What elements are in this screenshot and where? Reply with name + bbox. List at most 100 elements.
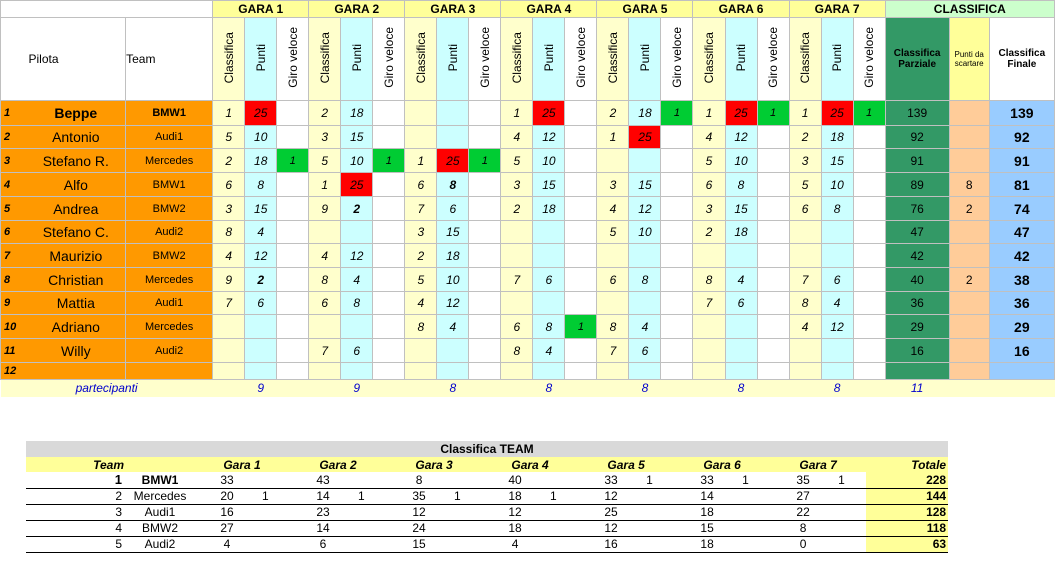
team-fastest-lap: 1	[262, 489, 269, 503]
race-position	[500, 243, 534, 268]
race-fastest-lap	[564, 196, 598, 221]
race-points: 4	[340, 267, 374, 292]
race-position: 5	[308, 148, 342, 173]
race-position	[500, 220, 534, 244]
team-name: Audi1	[144, 505, 176, 519]
race-points	[532, 362, 566, 380]
race-points: 15	[436, 220, 470, 244]
classifica-parziale: 139	[884, 100, 950, 126]
race-fastest-lap	[852, 314, 886, 339]
team-position: 4	[115, 521, 122, 535]
race-position	[788, 243, 822, 268]
team-name: Audi2	[144, 537, 176, 551]
race-points: 4	[628, 314, 662, 339]
race-position: 3	[212, 196, 246, 221]
header-blank	[0, 0, 213, 18]
race-fastest-lap	[276, 362, 310, 380]
race-fastest-lap	[852, 196, 886, 221]
race-fastest-lap	[276, 220, 310, 244]
race-fastest-lap	[276, 100, 310, 126]
race-position: 5	[788, 172, 822, 197]
team-fastest-lap	[356, 536, 386, 552]
race-fastest-lap	[468, 220, 502, 244]
race-position: 4	[596, 196, 630, 221]
race-points: 6	[724, 291, 758, 315]
team-position: 1	[114, 472, 122, 488]
team-race-points: 8	[799, 521, 807, 535]
race-points: 18	[244, 148, 278, 173]
team-race-points: 35	[796, 472, 810, 487]
team-fastest-lap: 1	[742, 472, 749, 487]
race-position: 7	[308, 338, 342, 363]
partecipanti-count: 8	[821, 379, 854, 397]
race-fastest-lap	[468, 196, 502, 221]
team-total: 118	[866, 520, 949, 536]
race-fastest-lap	[756, 125, 790, 149]
race-points: 18	[532, 196, 566, 221]
team-race-header: Gara 7	[799, 457, 837, 472]
race-position: 3	[500, 172, 534, 197]
classifica-parziale: 16	[884, 338, 950, 363]
driver-team: BMW1	[125, 172, 214, 197]
classifica-finale: 36	[988, 291, 1056, 315]
race-position	[212, 338, 246, 363]
partecipanti-blank	[564, 379, 597, 397]
driver-position: 2	[0, 125, 27, 149]
team-race-points: 12	[508, 505, 522, 519]
race-points: 8	[628, 267, 662, 292]
race-subheader: Punti	[244, 17, 278, 101]
race-subheader: Classifica	[404, 17, 438, 101]
classifica-finale	[988, 362, 1056, 380]
race-position	[596, 148, 630, 173]
race-position: 2	[788, 125, 822, 149]
classifica-parziale: 29	[884, 314, 950, 339]
team-race-points: 12	[412, 505, 426, 519]
team-race-points: 40	[508, 472, 522, 487]
punti-scartare	[948, 100, 990, 126]
driver-row: 3 Stefano R. Mercedes 2 18 1 5 10 1 1 25 1 5 10 5 10 3 15…	[0, 148, 1056, 173]
classifica-finale: 139	[988, 100, 1056, 126]
team-race-points: 15	[700, 521, 714, 535]
race-fastest-lap	[564, 100, 598, 126]
driver-team: Mercedes	[125, 314, 214, 339]
race-fastest-lap	[468, 243, 502, 268]
race-points	[340, 314, 374, 339]
race-points: 15	[340, 125, 374, 149]
race-points	[820, 362, 854, 380]
race-fastest-lap	[852, 125, 886, 149]
race-points: 12	[724, 125, 758, 149]
team-fastest-lap	[740, 520, 770, 536]
team-race-points: 16	[220, 505, 234, 519]
team-race-header: Gara 5	[607, 457, 645, 472]
partecipanti-blank	[789, 379, 822, 397]
team-standings-table: Team Gara 1 Gara 2 Gara 3 Gara 4 Gara 5 Gara 6…	[26, 457, 949, 553]
team-race-points: 6	[319, 537, 327, 551]
race-position	[500, 362, 534, 380]
race-subheader-label: Giro veloce	[573, 27, 588, 88]
race-position: 5	[500, 148, 534, 173]
driver-row: 11 Willy Audi2 7 6 8 4 7 6 16 16	[0, 338, 1056, 363]
race-header: GARA 4	[500, 0, 598, 18]
team-race-points: 18	[700, 537, 714, 551]
race-position	[596, 362, 630, 380]
race-points: 4	[532, 338, 566, 363]
race-position: 2	[212, 148, 246, 173]
race-position: 6	[692, 172, 726, 197]
team-fastest-lap	[260, 520, 290, 536]
race-fastest-lap	[276, 172, 310, 197]
team-race-header: Gara 6	[703, 457, 741, 472]
team-race-header: Gara 3	[415, 457, 453, 472]
race-position	[692, 362, 726, 380]
team-total: 144	[866, 488, 949, 504]
race-fastest-lap	[660, 220, 694, 244]
race-points	[436, 338, 470, 363]
team-fastest-lap	[452, 504, 482, 520]
partecipanti-blank	[989, 379, 1055, 397]
race-points: 15	[820, 148, 854, 173]
driver-position: 11	[0, 338, 27, 363]
team-fastest-lap	[356, 472, 386, 488]
partecipanti-count: 9	[340, 379, 373, 397]
driver-name: Stefano R.	[26, 148, 127, 173]
team-row: 4 BMW2 27 14 24 18 12 15 8 118	[26, 520, 949, 536]
classifica-finale-header: Classifica Finale	[988, 17, 1056, 101]
